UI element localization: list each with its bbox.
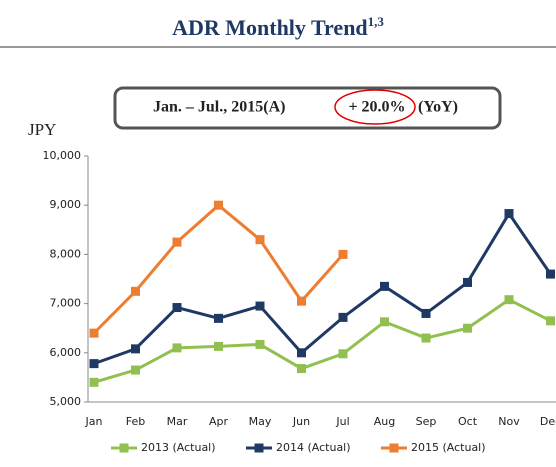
point [89, 377, 99, 387]
point [131, 365, 140, 375]
x-tick-label: Mar [167, 415, 188, 428]
point [463, 323, 472, 333]
point [463, 277, 472, 287]
series-line [93, 210, 552, 366]
point [297, 364, 306, 374]
x-tick-label: Jun [292, 415, 310, 428]
annotation-period: Jan. – Jul., 2015(A) [153, 99, 285, 116]
y-tick-label: 7,000 [50, 297, 82, 310]
x-tick-label: Apr [209, 415, 229, 428]
point [546, 269, 555, 279]
point [214, 200, 223, 210]
y-tick-label: 6,000 [50, 346, 82, 359]
legend-marker [389, 443, 399, 453]
point [255, 235, 265, 245]
legend-marker [254, 443, 264, 453]
x-tick-label: Jul [335, 415, 349, 428]
point [297, 296, 306, 306]
point [172, 303, 182, 313]
x-tick-label: Sep [416, 415, 437, 428]
y-axis-label: JPY [28, 120, 56, 139]
point [131, 286, 140, 296]
point [172, 343, 182, 353]
y-tick-label: 9,000 [50, 198, 82, 211]
series-line [93, 297, 552, 384]
point [89, 328, 99, 338]
point [172, 237, 182, 247]
point [131, 344, 140, 354]
point [338, 249, 348, 259]
legend-label: 2015 (Actual) [411, 441, 486, 454]
point [255, 301, 265, 311]
chart-title: ADR Monthly Trend1,3 [172, 14, 384, 40]
title-text: ADR Monthly Trend [172, 15, 368, 40]
point [421, 308, 431, 318]
point [214, 313, 223, 323]
highlight-ellipse [334, 89, 416, 125]
point [255, 339, 265, 349]
point [504, 209, 514, 219]
point [89, 359, 99, 369]
point [421, 333, 431, 343]
x-tick-label: Jan [85, 415, 103, 428]
annotation-box [113, 86, 502, 130]
x-tick-label: May [249, 415, 272, 428]
x-tick-label: Feb [126, 415, 145, 428]
y-tick-label: 5,000 [50, 395, 82, 408]
annotation-suffix: (YoY) [418, 99, 458, 116]
x-tick-label: Dec [540, 415, 556, 428]
point [297, 348, 306, 358]
point [338, 349, 348, 359]
y-tick-label: 10,000 [43, 149, 82, 162]
point [214, 341, 223, 351]
point [380, 317, 389, 327]
legend-marker [119, 443, 129, 453]
x-tick-label: Oct [458, 415, 478, 428]
point [546, 316, 555, 326]
legend-label: 2014 (Actual) [276, 441, 351, 454]
point [338, 312, 348, 322]
point [380, 281, 389, 291]
x-tick-label: Nov [498, 415, 520, 428]
annotation-change: + 20.0% [348, 99, 405, 116]
legend-label: 2013 (Actual) [141, 441, 216, 454]
y-tick-label: 8,000 [50, 247, 82, 260]
x-tick-label: Aug [374, 415, 395, 428]
point [504, 295, 514, 305]
title-superscript: 1,3 [368, 14, 385, 29]
